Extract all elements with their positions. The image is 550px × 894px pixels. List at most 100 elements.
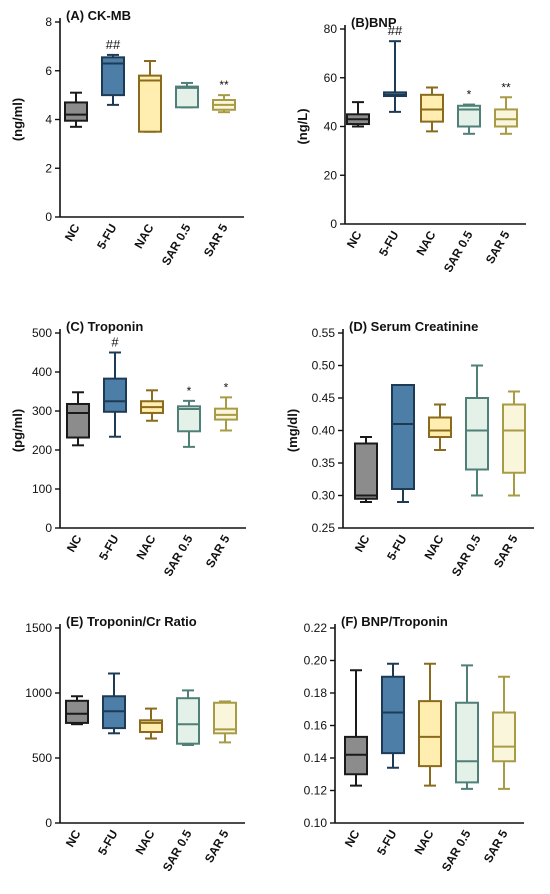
box-iqr: [494, 108, 518, 128]
chart-title: (B)BNP: [351, 15, 397, 30]
y-tick-label: 1500: [25, 621, 52, 635]
y-tick-label: 200: [32, 443, 52, 457]
box-5-fu: [102, 672, 126, 735]
box-iqr: [65, 699, 89, 724]
y-tick-label: 500: [32, 751, 52, 765]
y-tick-label: 0: [330, 217, 337, 231]
y-tick-label: 0.16: [304, 719, 328, 733]
box-iqr: [177, 405, 201, 433]
box-nc: [65, 695, 89, 726]
y-tick-label: 80: [324, 22, 338, 36]
box-iqr: [138, 74, 162, 133]
chart-panel-2: (B)BNP 0 20 40 60 80 (ng/L) NC ## 5-FU NAC * SAR 0.5…: [295, 15, 526, 275]
x-tick-label: SAR 5: [203, 532, 233, 570]
box-nc: [354, 436, 378, 503]
x-tick-label: NC: [342, 827, 363, 849]
y-tick-label: 0: [45, 521, 52, 535]
box-5-fu: [101, 53, 125, 106]
box-iqr: [213, 701, 237, 735]
x-tick-label: SAR 5: [481, 827, 511, 865]
y-tick-label: 0.50: [312, 359, 336, 373]
x-tick-label: NC: [344, 228, 365, 250]
x-tick-label: SAR 0.5: [441, 228, 476, 275]
box-iqr: [381, 675, 405, 755]
y-tick-label: 0: [45, 210, 52, 224]
box-iqr: [420, 93, 444, 123]
y-tick-label: 0.25: [312, 521, 336, 535]
x-tick-label: 5-FU: [96, 533, 121, 563]
x-tick-label: SAR 0.5: [439, 827, 474, 874]
box-nc: [64, 91, 88, 128]
chart-panel-6: (F) BNP/Troponin 0.10 0.12 0.14 0.16 0.18 0.20…: [304, 614, 524, 874]
box-nac: [418, 662, 442, 787]
x-tick-label: NAC: [133, 532, 158, 562]
box-nc: [346, 101, 370, 128]
y-tick-label: 1000: [25, 686, 52, 700]
significance-mark: *: [187, 384, 192, 398]
box-iqr: [64, 101, 88, 122]
box-5-fu: [381, 662, 405, 769]
y-tick-label: 0.12: [304, 784, 328, 798]
y-tick-label: 60: [324, 71, 338, 85]
box-iqr: [139, 719, 163, 733]
x-tick-label: 5-FU: [376, 229, 401, 259]
y-tick-label: 0.22: [304, 621, 328, 635]
x-tick-label: SAR 0.5: [159, 221, 194, 268]
x-tick-label: NC: [64, 532, 85, 554]
chart-panel-3: (C) Troponin 0 100 200 300 400 500 (pg/ml) NC #5-…: [10, 319, 246, 579]
x-tick-label: SAR 0.5: [449, 532, 484, 579]
x-tick-label: SAR 0.5: [160, 827, 195, 874]
box-iqr: [428, 416, 452, 438]
box-iqr: [175, 85, 199, 109]
significance-mark: **: [219, 78, 229, 92]
box-sar-5: [494, 96, 518, 135]
box-sar-5: [212, 94, 236, 114]
box-sar-0-5: [457, 103, 481, 135]
box-iqr: [418, 700, 442, 768]
box-5-fu: [391, 384, 415, 503]
y-tick-label: 0.40: [312, 424, 336, 438]
box-sar-5: [502, 390, 526, 497]
significance-mark: #: [111, 335, 119, 350]
chart-panel-1: (A) CK-MB 0 2 4 6 8 (ng/ml) NC ## 5-FU NAC SAR 0.5 *…: [10, 8, 244, 268]
box-nac: [428, 403, 452, 451]
y-tick-label: 500: [32, 326, 52, 340]
x-tick-label: SAR 5: [202, 827, 232, 865]
box-nac: [420, 86, 444, 133]
x-tick-label: SAR 0.5: [161, 532, 196, 579]
box-iqr: [66, 402, 90, 439]
box-sar-0-5: [465, 364, 489, 497]
significance-mark: **: [501, 80, 511, 94]
y-axis-label: (mg/dl): [285, 409, 300, 452]
y-tick-label: 0.18: [304, 686, 328, 700]
box-nc: [344, 669, 368, 787]
x-tick-label: SAR 5: [491, 532, 521, 570]
y-tick-label: 300: [32, 404, 52, 418]
significance-mark: ##: [388, 23, 403, 38]
chart-title: (F) BNP/Troponin: [341, 614, 448, 629]
box-iqr: [465, 397, 489, 471]
box-sar-0-5: [455, 664, 479, 790]
significance-mark: ##: [106, 37, 121, 52]
y-tick-label: 0.45: [312, 391, 336, 405]
x-tick-label: NC: [63, 827, 84, 849]
y-tick-label: 0.14: [304, 751, 328, 765]
y-tick-label: 0.10: [304, 816, 328, 830]
x-tick-label: 5-FU: [384, 533, 409, 563]
chart-title: (C) Troponin: [66, 319, 143, 334]
y-tick-label: 4: [45, 113, 52, 127]
chart-panel-4: (D) Serum Creatinine 0.25 0.30 0.35 0.40 0.45…: [285, 319, 534, 579]
x-tick-label: NAC: [131, 221, 156, 251]
box-sar-5: [214, 396, 238, 432]
box-nac: [138, 60, 162, 133]
box-5-fu: [383, 40, 407, 113]
box-iqr: [354, 442, 378, 500]
y-tick-label: 0.30: [312, 489, 336, 503]
y-axis-label: (ng/ml): [10, 98, 25, 141]
box-5-fu: [103, 351, 127, 438]
box-iqr: [492, 711, 516, 763]
y-tick-label: 20: [324, 168, 338, 182]
x-tick-label: NAC: [132, 827, 157, 857]
box-nac: [140, 389, 164, 422]
x-tick-label: 5-FU: [95, 828, 120, 858]
